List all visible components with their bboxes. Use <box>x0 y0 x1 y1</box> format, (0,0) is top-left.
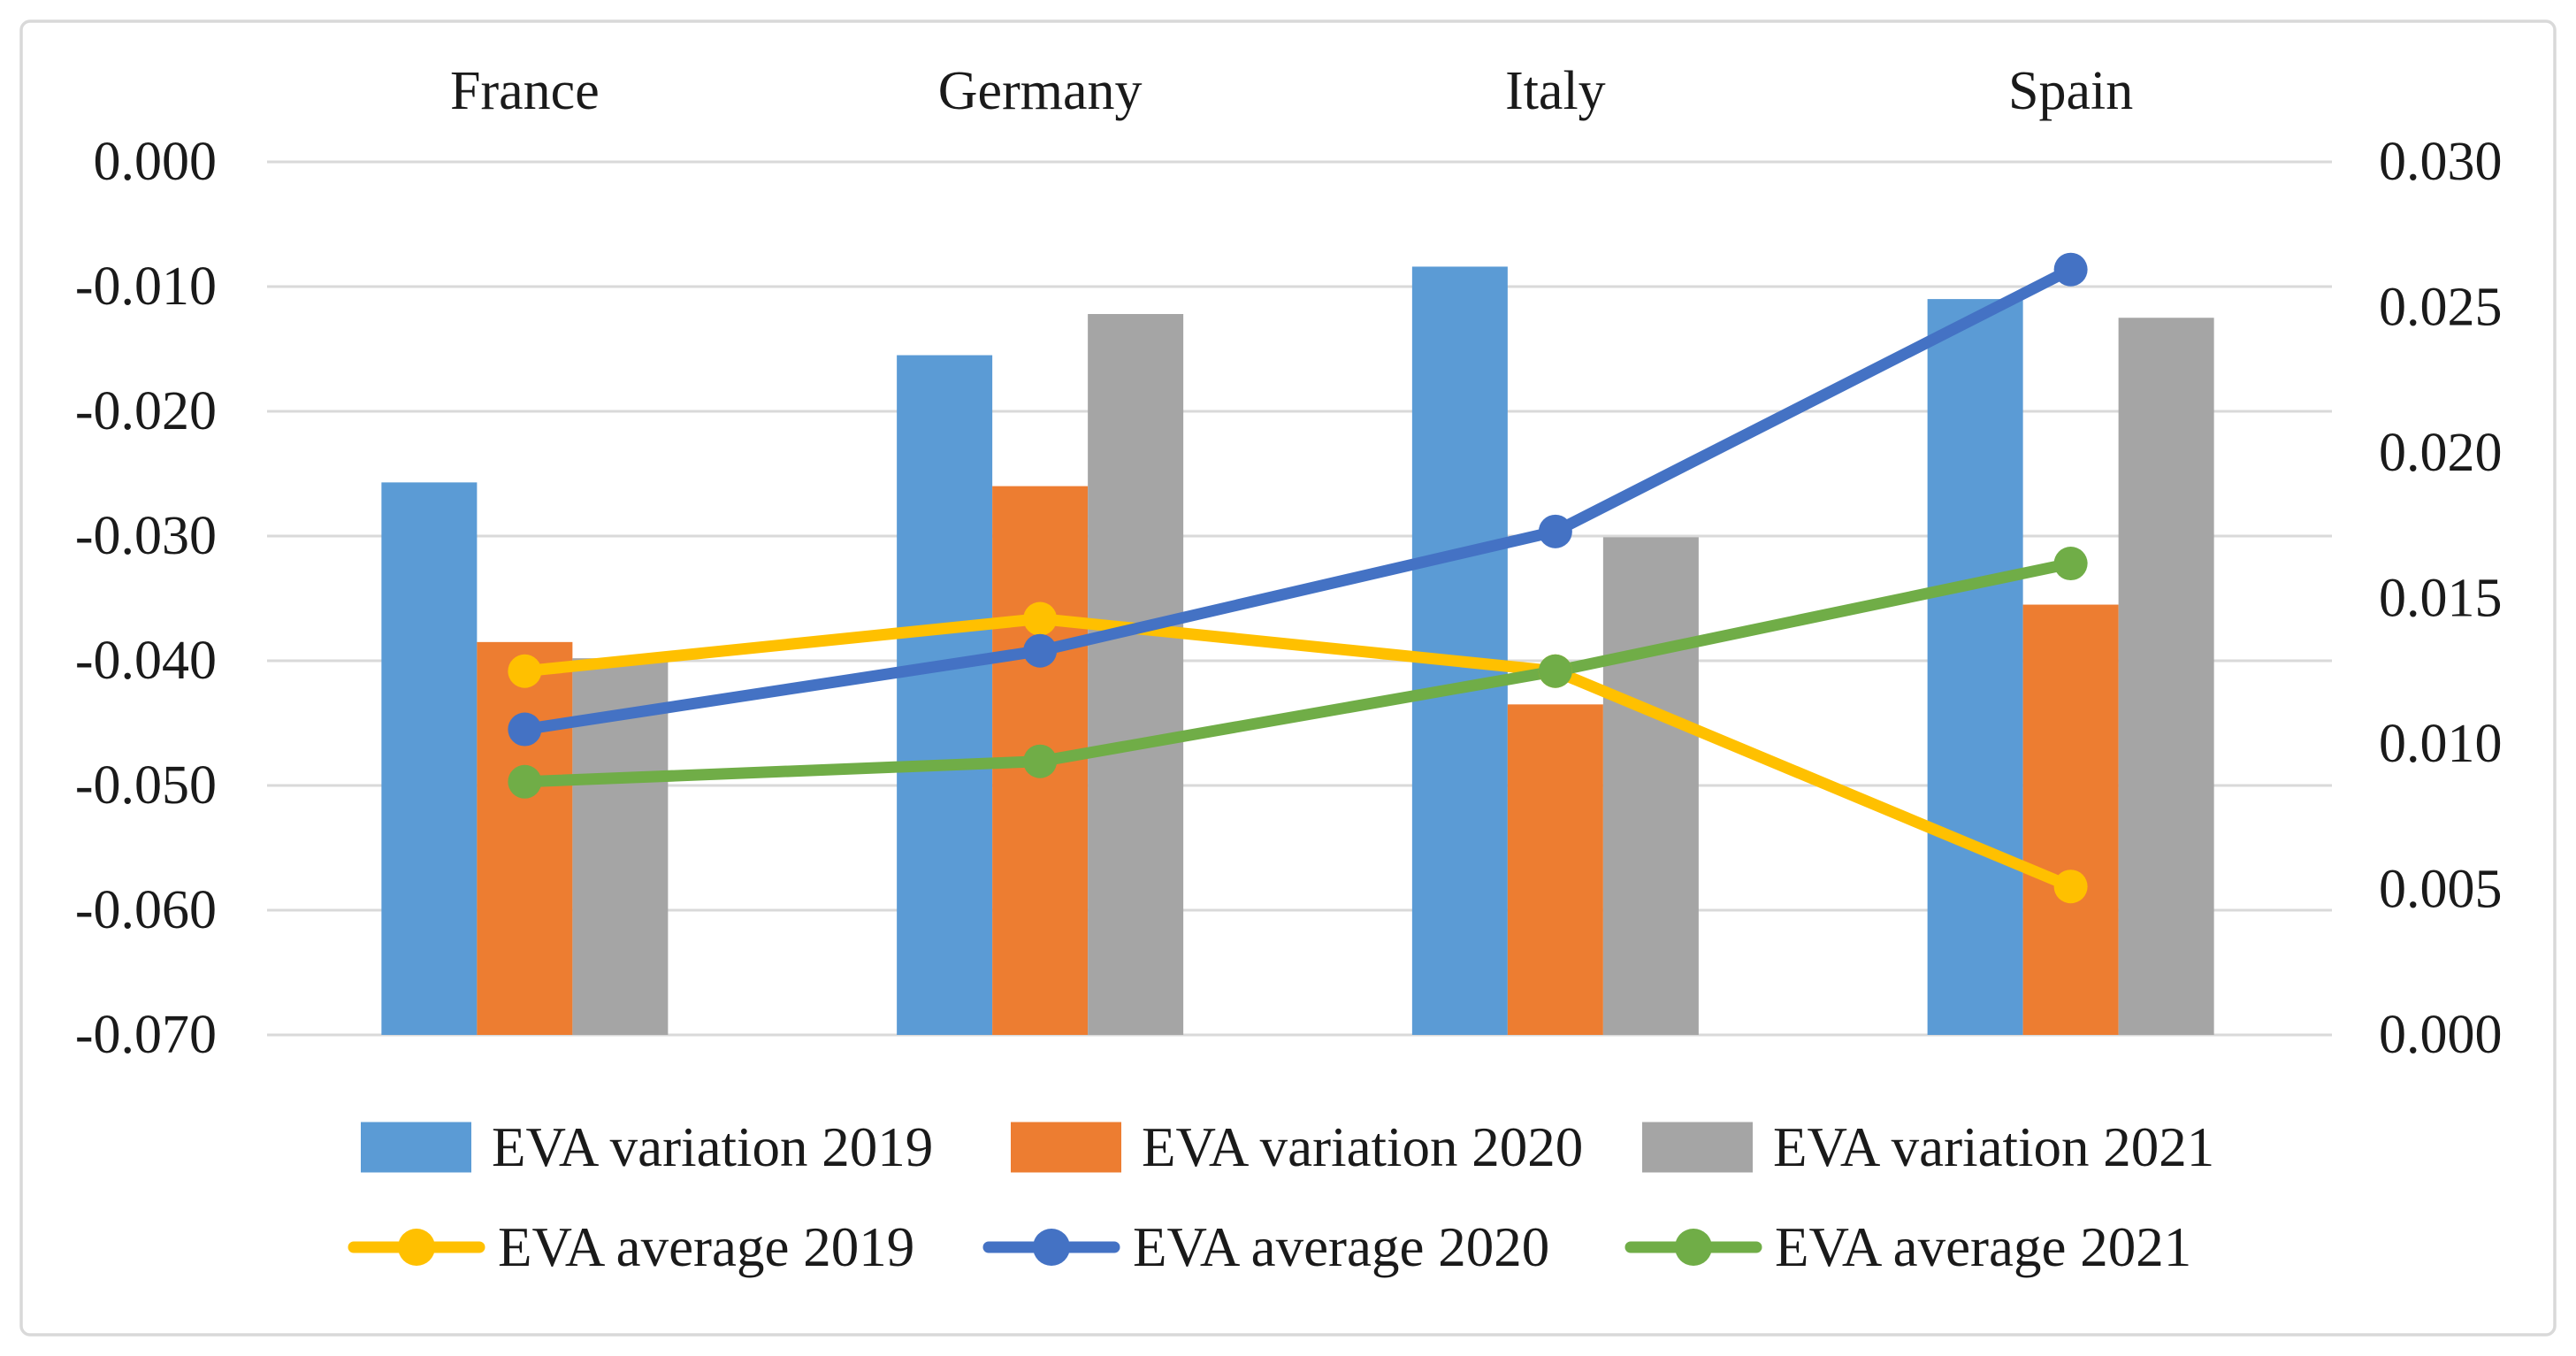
line-eva-average-2019 <box>518 613 2077 893</box>
left-axis-tick-label: -0.010 <box>75 257 217 317</box>
marker-eva-average-2021-spain <box>2053 547 2088 581</box>
left-axis-tick-label: -0.050 <box>75 755 217 816</box>
line-eva-average-2020 <box>518 264 2077 736</box>
legend-label-eva-variation-2020: EVA variation 2020 <box>1142 1116 1583 1178</box>
marker-eva-average-2019-france <box>508 654 542 688</box>
bar-eva-variation-2019-france <box>381 482 478 1035</box>
legend-label-eva-variation-2021: EVA variation 2021 <box>1773 1116 2214 1178</box>
bar-eva-variation-2020-france <box>477 641 573 1035</box>
right-axis-tick-label: 0.030 <box>2379 132 2503 192</box>
marker-eva-average-2020-france <box>508 712 542 747</box>
legend-swatch-eva-variation-2019 <box>361 1122 471 1173</box>
legend-swatch-eva-variation-2021 <box>1642 1122 1753 1173</box>
marker-eva-average-2020-spain <box>2053 252 2088 287</box>
bar-eva-variation-2021-germany <box>1088 314 1184 1035</box>
legend-marker-eva-average-2020 <box>1033 1229 1070 1266</box>
bar-eva-variation-2019-italy <box>1411 266 1508 1035</box>
left-axis-tick-label: -0.020 <box>75 381 217 441</box>
category-label-germany: Germany <box>938 61 1143 121</box>
right-axis-tick-label: 0.010 <box>2379 714 2503 774</box>
legend-label-eva-average-2021: EVA average 2021 <box>1775 1216 2191 1278</box>
marker-eva-average-2020-germany <box>1023 633 1058 668</box>
legend-label-eva-variation-2019: EVA variation 2019 <box>492 1116 933 1178</box>
marker-eva-average-2021-germany <box>1023 744 1058 778</box>
legend-marker-eva-average-2021 <box>1675 1229 1712 1266</box>
right-axis-tick-label: 0.000 <box>2379 1005 2503 1065</box>
left-axis-tick-label: -0.040 <box>75 631 217 691</box>
legend-label-eva-average-2020: EVA average 2020 <box>1133 1216 1549 1278</box>
category-label-spain: Spain <box>2008 61 2133 121</box>
marker-eva-average-2020-italy <box>1538 514 1572 548</box>
bar-eva-variation-2021-spain <box>2118 318 2214 1035</box>
marker-eva-average-2019-spain <box>2053 870 2088 904</box>
bar-eva-variation-2020-italy <box>1507 704 1603 1035</box>
right-axis-tick-label: 0.015 <box>2379 569 2503 629</box>
legend-label-eva-average-2019: EVA average 2019 <box>498 1216 914 1278</box>
right-axis-tick-label: 0.025 <box>2379 278 2503 338</box>
marker-eva-average-2019-germany <box>1023 601 1058 636</box>
left-axis-tick-label: -0.060 <box>75 880 217 940</box>
category-label-italy: Italy <box>1505 61 1606 121</box>
bar-eva-variation-2020-spain <box>2022 604 2119 1035</box>
left-axis-tick-label: 0.000 <box>94 132 218 192</box>
marker-eva-average-2021-italy <box>1538 654 1572 688</box>
right-axis-tick-label: 0.005 <box>2379 860 2503 920</box>
legend-swatch-eva-variation-2020 <box>1011 1122 1121 1173</box>
bar-eva-variation-2019-spain <box>1927 299 2023 1036</box>
right-axis-tick-label: 0.020 <box>2379 423 2503 483</box>
bar-eva-variation-2021-italy <box>1602 537 1699 1035</box>
marker-eva-average-2021-france <box>508 764 542 799</box>
line-eva-average-2021 <box>518 557 2077 788</box>
left-axis-tick-label: -0.070 <box>75 1005 217 1065</box>
left-axis-tick-label: -0.030 <box>75 506 217 566</box>
category-label-france: France <box>450 61 600 121</box>
bar-eva-variation-2019-germany <box>897 355 993 1035</box>
legend-marker-eva-average-2019 <box>398 1229 435 1266</box>
